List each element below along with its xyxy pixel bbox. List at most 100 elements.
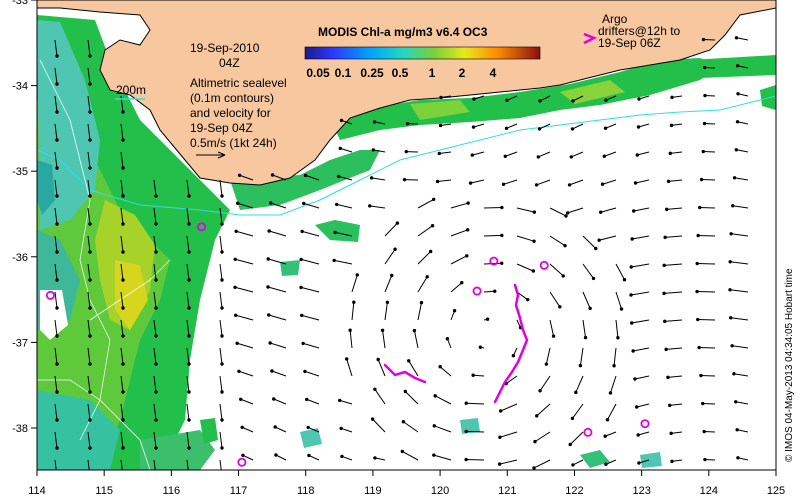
- velocity-arrow: [664, 347, 683, 352]
- velocity-arrow: [505, 95, 518, 102]
- velocity-arrow: [373, 387, 386, 405]
- velocity-arrow: [569, 151, 584, 159]
- velocity-arrow: [631, 347, 650, 353]
- velocity-arrow: [464, 457, 485, 462]
- velocity-arrow: [153, 347, 158, 366]
- velocity-arrow: [633, 179, 650, 185]
- velocity-arrow: [384, 247, 397, 265]
- velocity-arrow: [637, 459, 650, 465]
- velocity-arrow: [666, 179, 683, 184]
- argo-track-legend-icon: [583, 32, 598, 45]
- sealevel-contours: [37, 59, 171, 470]
- velocity-arrow: [730, 344, 749, 349]
- velocity-arrow: [533, 431, 551, 444]
- velocity-arrow: [549, 291, 562, 309]
- land-mass: [37, 0, 776, 186]
- velocity-arrow: [87, 235, 92, 254]
- velocity-arrow: [186, 347, 191, 366]
- velocity-arrow: [273, 425, 287, 433]
- velocity-arrow: [299, 285, 320, 293]
- velocity-arrow: [270, 369, 287, 377]
- velocity-arrow: [351, 273, 359, 293]
- velocity-arrow: [604, 95, 617, 102]
- velocity-arrow: [511, 347, 518, 358]
- velocity-arrow: [437, 151, 452, 156]
- velocity-arrow: [538, 375, 551, 393]
- velocity-arrow: [186, 263, 191, 282]
- x-tick-label: 115: [95, 485, 113, 497]
- velocity-arrow: [87, 263, 92, 282]
- velocity-arrow: [699, 177, 716, 182]
- velocity-arrow: [697, 345, 716, 350]
- velocity-arrow: [267, 313, 287, 321]
- velocity-arrow: [516, 235, 536, 243]
- velocity-arrow: [369, 176, 386, 181]
- velocity-arrow: [582, 235, 598, 251]
- velocity-arrow: [234, 313, 254, 321]
- velocity-arrow: [735, 64, 749, 69]
- legend-line-4: 19-Sep 04Z: [190, 121, 253, 135]
- velocity-arrow: [153, 459, 156, 470]
- velocity-arrow: [503, 151, 518, 158]
- velocity-arrow: [636, 123, 650, 129]
- velocity-arrow: [54, 67, 59, 86]
- isobath-200m: [37, 95, 776, 216]
- argo-float-marker: [197, 222, 207, 232]
- velocity-arrow: [432, 453, 452, 461]
- velocity-arrow: [219, 375, 224, 394]
- velocity-arrow: [445, 337, 452, 349]
- velocity-arrow: [702, 429, 716, 434]
- velocity-arrow: [153, 403, 158, 422]
- velocity-arrow: [120, 375, 125, 394]
- velocity-arrow: [450, 201, 470, 209]
- velocity-arrow: [665, 207, 683, 212]
- velocity-arrow: [632, 207, 650, 213]
- x-axis-ticks: 114 115 116 117 118 119 120 121 122 123 124 125: [28, 470, 785, 497]
- velocity-arrow: [303, 369, 320, 377]
- velocity-arrow: [567, 179, 584, 187]
- velocity-arrow: [120, 207, 125, 226]
- scale-bar: 200m: [115, 83, 146, 100]
- velocity-arrow: [54, 319, 59, 338]
- velocity-arrow: [120, 431, 125, 450]
- velocity-arrow: [629, 263, 650, 269]
- velocity-arrow: [669, 123, 683, 128]
- velocity-arrow: [335, 202, 353, 209]
- velocity-arrow: [637, 95, 650, 101]
- velocity-arrow: [732, 372, 749, 377]
- legend-line-5: 0.5m/s (1kt 24h): [190, 136, 277, 150]
- y-tick-label: -37: [12, 337, 28, 349]
- velocity-arrow: [54, 263, 59, 282]
- velocity-arrow: [417, 197, 436, 209]
- x-tick-label: 121: [498, 485, 516, 497]
- velocity-arrow: [471, 123, 485, 129]
- velocity-arrow: [270, 173, 287, 181]
- velocity-arrow: [351, 300, 356, 321]
- velocity-arrow: [439, 95, 452, 100]
- velocity-arrow: [219, 291, 224, 310]
- velocity-arrow: [219, 347, 224, 366]
- velocity-arrow: [698, 205, 716, 210]
- velocity-arrow: [417, 300, 424, 321]
- velocity-arrow: [612, 347, 617, 368]
- velocity-arrow: [696, 317, 716, 322]
- velocity-arrow: [662, 291, 683, 296]
- velocity-arrow: [186, 403, 191, 422]
- velocity-arrow: [87, 123, 92, 142]
- velocity-arrow: [608, 375, 617, 395]
- argo-legend-line-2: drifters@12h to: [598, 24, 681, 38]
- velocity-arrow: [702, 65, 716, 70]
- velocity-arrow: [233, 257, 254, 265]
- y-tick-label: -35: [12, 166, 28, 178]
- velocity-arrow: [339, 118, 353, 125]
- velocity-arrow: [696, 233, 716, 238]
- velocity-arrow: [729, 232, 749, 237]
- velocity-arrow: [120, 319, 125, 338]
- velocity-arrow: [635, 403, 650, 409]
- velocity-arrow: [266, 257, 287, 265]
- velocity-arrow: [600, 179, 617, 186]
- legend-text: Altimetric sealevel (0.1m contours) and …: [190, 76, 287, 150]
- velocity-arrow: [54, 459, 57, 470]
- velocity-arrow: [340, 454, 353, 461]
- velocity-arrows: [54, 36, 749, 470]
